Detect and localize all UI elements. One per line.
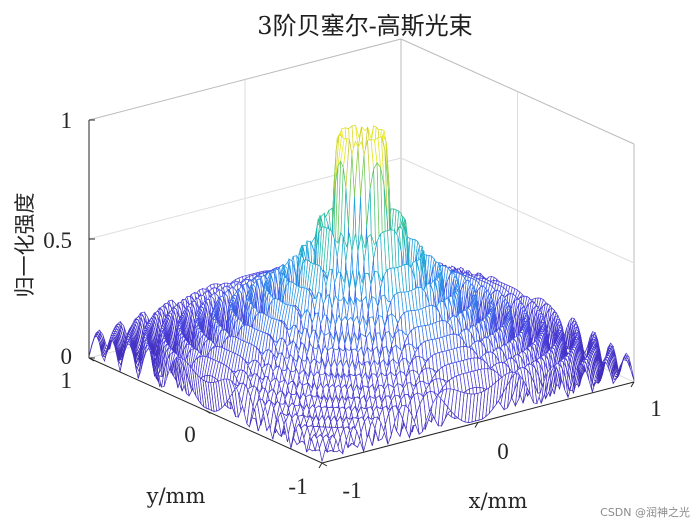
surface-mesh bbox=[88, 124, 635, 462]
